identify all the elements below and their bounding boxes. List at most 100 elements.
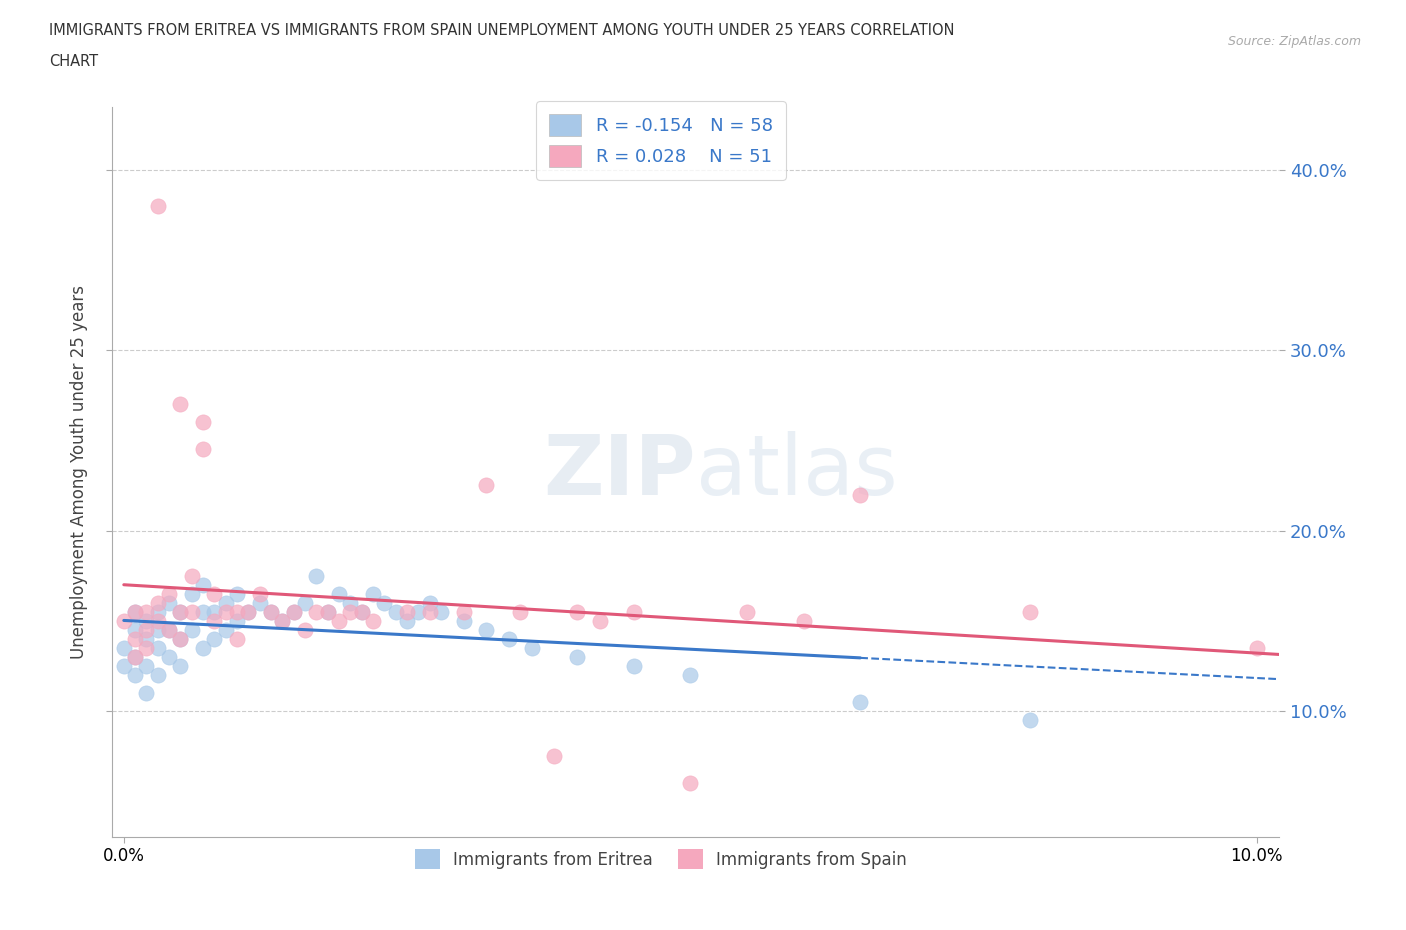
Point xyxy=(283,604,305,619)
Point xyxy=(157,649,180,664)
Point xyxy=(419,604,441,619)
Point xyxy=(169,397,191,412)
Point xyxy=(735,604,758,619)
Point xyxy=(157,622,180,637)
Point xyxy=(316,604,339,619)
Point xyxy=(135,604,157,619)
Point xyxy=(169,604,191,619)
Point xyxy=(849,487,872,502)
Point xyxy=(350,604,373,619)
Point xyxy=(135,640,157,655)
Point xyxy=(249,586,271,601)
Point xyxy=(419,595,441,610)
Point xyxy=(180,586,202,601)
Point xyxy=(157,595,180,610)
Point xyxy=(169,604,191,619)
Point xyxy=(169,658,191,673)
Point xyxy=(215,595,238,610)
Point xyxy=(509,604,531,619)
Point xyxy=(249,595,271,610)
Point xyxy=(146,604,169,619)
Point xyxy=(135,622,157,637)
Point xyxy=(226,613,249,628)
Point xyxy=(180,622,202,637)
Point xyxy=(316,604,339,619)
Point xyxy=(475,622,498,637)
Point xyxy=(124,604,146,619)
Point xyxy=(191,640,214,655)
Point xyxy=(226,631,249,646)
Point xyxy=(430,604,453,619)
Point xyxy=(271,613,294,628)
Point xyxy=(124,622,146,637)
Point xyxy=(191,415,214,430)
Point xyxy=(520,640,543,655)
Point xyxy=(1019,712,1042,727)
Point xyxy=(271,613,294,628)
Text: ZIP: ZIP xyxy=(544,432,696,512)
Point xyxy=(180,568,202,583)
Legend: Immigrants from Eritrea, Immigrants from Spain: Immigrants from Eritrea, Immigrants from… xyxy=(408,843,914,876)
Y-axis label: Unemployment Among Youth under 25 years: Unemployment Among Youth under 25 years xyxy=(70,285,89,659)
Point xyxy=(623,658,645,673)
Text: atlas: atlas xyxy=(696,432,897,512)
Point xyxy=(453,604,475,619)
Point xyxy=(1246,640,1268,655)
Point xyxy=(204,586,226,601)
Point xyxy=(112,658,135,673)
Text: CHART: CHART xyxy=(49,54,98,69)
Point xyxy=(328,613,350,628)
Point xyxy=(135,613,157,628)
Point xyxy=(146,668,169,683)
Point xyxy=(679,776,702,790)
Point xyxy=(146,199,169,214)
Point xyxy=(294,595,316,610)
Point xyxy=(305,568,328,583)
Point xyxy=(157,586,180,601)
Point xyxy=(498,631,520,646)
Point xyxy=(283,604,305,619)
Point xyxy=(135,685,157,700)
Point xyxy=(543,749,565,764)
Point xyxy=(793,613,815,628)
Point xyxy=(328,586,350,601)
Point xyxy=(260,604,283,619)
Point xyxy=(1019,604,1042,619)
Point xyxy=(169,631,191,646)
Point xyxy=(305,604,328,619)
Point xyxy=(135,631,157,646)
Point xyxy=(350,604,373,619)
Text: IMMIGRANTS FROM ERITREA VS IMMIGRANTS FROM SPAIN UNEMPLOYMENT AMONG YOUTH UNDER : IMMIGRANTS FROM ERITREA VS IMMIGRANTS FR… xyxy=(49,23,955,38)
Point xyxy=(396,613,419,628)
Point xyxy=(124,631,146,646)
Text: Source: ZipAtlas.com: Source: ZipAtlas.com xyxy=(1227,35,1361,48)
Point xyxy=(146,622,169,637)
Point xyxy=(157,622,180,637)
Point xyxy=(361,586,384,601)
Point xyxy=(361,613,384,628)
Point xyxy=(565,604,588,619)
Point xyxy=(191,604,214,619)
Point xyxy=(112,640,135,655)
Point xyxy=(124,649,146,664)
Point xyxy=(238,604,260,619)
Point xyxy=(191,578,214,592)
Point xyxy=(191,442,214,457)
Point xyxy=(180,604,202,619)
Point xyxy=(146,595,169,610)
Point xyxy=(679,668,702,683)
Point xyxy=(408,604,430,619)
Point xyxy=(204,604,226,619)
Point xyxy=(396,604,419,619)
Point xyxy=(204,631,226,646)
Point xyxy=(339,604,361,619)
Point xyxy=(384,604,406,619)
Point xyxy=(339,595,361,610)
Point xyxy=(294,622,316,637)
Point xyxy=(204,613,226,628)
Point xyxy=(215,622,238,637)
Point xyxy=(589,613,612,628)
Point xyxy=(112,613,135,628)
Point xyxy=(215,604,238,619)
Point xyxy=(146,640,169,655)
